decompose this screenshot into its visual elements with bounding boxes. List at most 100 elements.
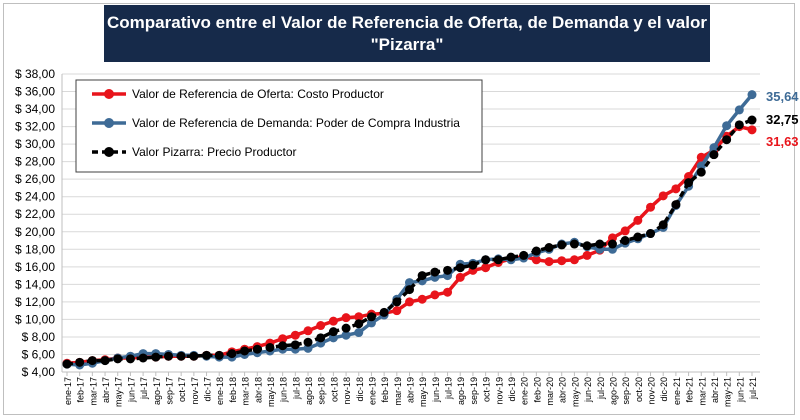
- data-point: [544, 243, 554, 253]
- x-tick-label: jun-19: [431, 377, 441, 403]
- x-tick-label: ene-18: [215, 377, 225, 405]
- x-tick-label: jun-18: [279, 377, 289, 403]
- data-point: [582, 241, 592, 251]
- data-point: [620, 236, 630, 246]
- series-3: [62, 115, 757, 369]
- x-tick-label: may-17: [114, 377, 124, 407]
- data-point: [646, 229, 656, 239]
- data-point: [620, 226, 630, 236]
- x-tick-label: nov-18: [342, 377, 352, 405]
- data-point: [405, 285, 414, 295]
- data-point: [278, 334, 288, 344]
- y-tick-label: $ 22,00: [15, 207, 55, 221]
- x-tick-label: ago-18: [304, 377, 314, 405]
- data-point: [557, 256, 567, 266]
- x-tick-label: jul-19: [444, 377, 454, 400]
- legend-box: [75, 79, 483, 173]
- chart-frame: [3, 3, 795, 415]
- data-point: [176, 351, 186, 361]
- data-point: [252, 344, 262, 354]
- data-point: [696, 167, 706, 177]
- data-point: [734, 120, 744, 130]
- x-tick-label: feb-17: [76, 377, 86, 403]
- data-point: [163, 351, 173, 361]
- y-tick-label: $ 34,00: [15, 102, 55, 116]
- y-tick-label: $ 32,00: [15, 120, 55, 134]
- data-point: [290, 340, 300, 350]
- y-tick-label: $ 20,00: [15, 225, 55, 239]
- data-point: [607, 239, 617, 249]
- data-point: [481, 263, 491, 273]
- data-point: [722, 135, 732, 145]
- x-tick-label: ago-20: [608, 377, 618, 405]
- legend-swatch-marker: [104, 89, 114, 99]
- data-point: [658, 220, 668, 230]
- legend-label: Valor Pizarra: Precio Productor: [132, 145, 297, 159]
- x-tick-label: feb-21: [685, 377, 695, 403]
- x-tick-label: sep-17: [164, 377, 174, 405]
- x-tick-label: ene-17: [63, 377, 73, 405]
- x-tick-label: jun-21: [735, 377, 745, 403]
- x-tick-label: oct-17: [177, 377, 187, 402]
- data-point: [354, 319, 364, 329]
- end-value-label: 35,64: [766, 89, 799, 104]
- x-tick-label: mar-19: [393, 377, 403, 406]
- data-point: [328, 327, 338, 337]
- data-point: [569, 255, 579, 265]
- legend: Valor de Referencia de Oferta: Costo Pro…: [75, 79, 483, 173]
- data-point: [125, 354, 135, 364]
- x-tick-label: oct-18: [329, 377, 339, 402]
- data-point: [303, 337, 313, 347]
- data-point: [240, 346, 250, 356]
- chart-title-line2: "Pizarra": [370, 34, 444, 54]
- data-point: [379, 307, 389, 317]
- data-point: [633, 232, 643, 242]
- data-point: [646, 202, 656, 212]
- data-point: [557, 240, 567, 250]
- data-point: [722, 121, 732, 131]
- x-tick-label: ago-17: [152, 377, 162, 405]
- x-tick-label: may-21: [723, 377, 733, 407]
- x-tick-label: jun-17: [126, 377, 136, 403]
- legend-swatch-marker: [104, 147, 114, 157]
- x-tick-label: jul-21: [748, 377, 758, 400]
- x-tick-label: feb-19: [380, 377, 390, 403]
- y-tick-label: $ 36,00: [15, 85, 55, 99]
- x-tick-label: sep-18: [317, 377, 327, 405]
- x-tick-label: may-19: [418, 377, 428, 407]
- x-tick-label: abr-21: [710, 377, 720, 403]
- data-point: [430, 267, 440, 277]
- x-tick-label: nov-19: [494, 377, 504, 405]
- x-tick-label: abr-19: [406, 377, 416, 403]
- data-point: [100, 356, 110, 366]
- data-point: [214, 350, 224, 360]
- data-point: [569, 239, 579, 249]
- data-point: [481, 255, 491, 265]
- x-axis: ene-17 feb-17 mar-17 abr-17 may-17 jun-17 jul-…: [62, 371, 760, 407]
- data-point: [151, 352, 161, 362]
- x-tick-label: abr-20: [558, 377, 568, 403]
- y-tick-label: $ 6,00: [22, 347, 56, 361]
- data-point: [316, 333, 326, 343]
- data-point: [366, 312, 376, 322]
- y-tick-label: $ 26,00: [15, 172, 55, 186]
- data-point: [544, 257, 554, 267]
- data-point: [417, 271, 427, 281]
- x-tick-label: may-20: [570, 377, 580, 407]
- y-tick-label: $ 12,00: [15, 295, 55, 309]
- data-point: [75, 357, 85, 367]
- x-tick-label: oct-19: [482, 377, 492, 402]
- data-point: [595, 239, 605, 249]
- y-tick-label: $ 24,00: [15, 190, 55, 204]
- x-tick-label: oct-20: [634, 377, 644, 402]
- x-tick-label: abr-17: [101, 377, 111, 403]
- y-axis: $ 4,00 $ 6,00 $ 8,00 $ 10,00 $ 12,00 $ 14,00 $…: [15, 67, 63, 379]
- data-point: [709, 143, 719, 153]
- data-point: [709, 150, 719, 160]
- x-tick-label: sep-20: [621, 377, 631, 405]
- data-point: [430, 290, 440, 300]
- x-tick-label: mar-21: [697, 377, 707, 406]
- x-tick-label: ene-21: [672, 377, 682, 405]
- data-point: [506, 252, 516, 262]
- y-tick-label: $ 10,00: [15, 312, 55, 326]
